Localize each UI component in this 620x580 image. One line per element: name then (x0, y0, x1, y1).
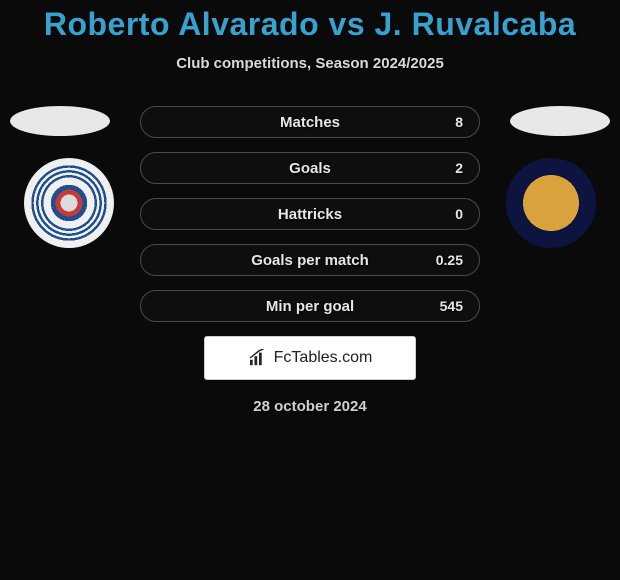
comparison-panel: Matches 8 Goals 2 Hattricks 0 Goals per … (0, 106, 620, 415)
chart-icon (248, 349, 270, 367)
club-right-crest (506, 158, 596, 248)
player-right-avatar (510, 106, 610, 136)
stat-label: Goals (289, 160, 331, 177)
stat-value: 2 (455, 160, 463, 176)
stats-list: Matches 8 Goals 2 Hattricks 0 Goals per … (140, 106, 480, 322)
player-left-avatar (10, 106, 110, 136)
brand-text: FcTables.com (274, 349, 373, 367)
club-left-crest (24, 158, 114, 248)
stat-value: 0 (455, 206, 463, 222)
subtitle: Club competitions, Season 2024/2025 (0, 55, 620, 72)
stat-label: Hattricks (278, 206, 342, 223)
stat-label: Matches (280, 114, 340, 131)
stat-label: Min per goal (266, 298, 354, 315)
stat-row: Min per goal 545 (140, 290, 480, 322)
stat-label: Goals per match (251, 252, 369, 269)
stat-row: Matches 8 (140, 106, 480, 138)
date-text: 28 october 2024 (0, 398, 620, 415)
stat-value: 545 (440, 298, 463, 314)
stat-row: Goals 2 (140, 152, 480, 184)
stat-row: Hattricks 0 (140, 198, 480, 230)
brand-box: FcTables.com (204, 336, 416, 380)
stat-row: Goals per match 0.25 (140, 244, 480, 276)
page-title: Roberto Alvarado vs J. Ruvalcaba (0, 0, 620, 43)
stat-value: 8 (455, 114, 463, 130)
stat-value: 0.25 (436, 252, 463, 268)
